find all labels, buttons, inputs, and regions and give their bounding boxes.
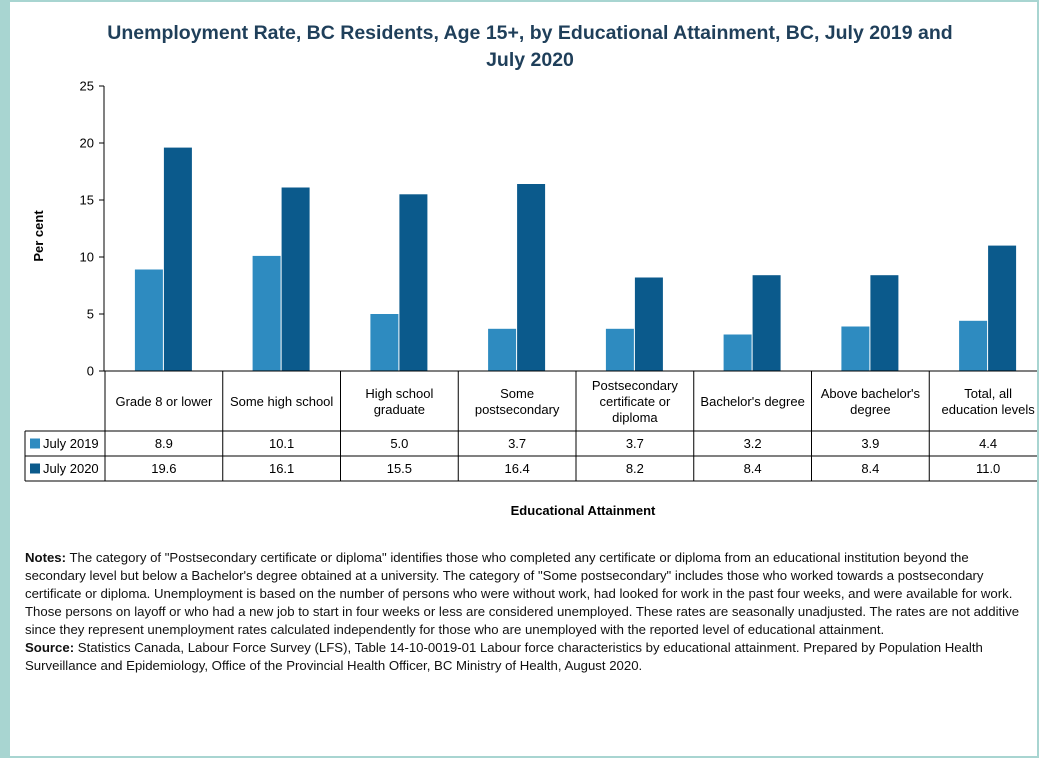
category-label: Some postsecondary [475, 386, 560, 417]
data-label: 4.4 [979, 436, 997, 451]
category-label: High school graduate [365, 386, 433, 417]
data-label: 16.1 [269, 461, 294, 476]
category-label: Grade 8 or lower [115, 394, 212, 409]
notes-paragraph: Notes: The category of "Postsecondary ce… [25, 549, 1025, 639]
source-paragraph: Source: Statistics Canada, Labour Force … [25, 639, 1025, 675]
y-tick-label: 0 [87, 364, 94, 379]
legend-swatch-2020 [30, 463, 40, 474]
data-label: 5.0 [390, 436, 408, 451]
bar-2020 [870, 275, 899, 371]
legend-label: July 2020 [43, 461, 99, 476]
data-label: 10.1 [269, 436, 294, 451]
y-tick-label: 10 [80, 250, 94, 265]
y-axis-title: Per cent [31, 210, 46, 262]
legend-swatch-2019 [30, 438, 40, 449]
category-label: Some high school [230, 394, 333, 409]
category-label: Total, all education levels [942, 386, 1036, 417]
category-label: Bachelor's degree [700, 394, 804, 409]
y-tick-label: 25 [80, 79, 94, 94]
data-label: 19.6 [151, 461, 176, 476]
data-label: 3.7 [626, 436, 644, 451]
bar-2020 [163, 147, 192, 371]
bar-2019 [723, 334, 752, 371]
bar-2020 [517, 184, 546, 371]
data-label: 8.4 [861, 461, 879, 476]
bar-2019 [134, 269, 163, 371]
bar-2020 [988, 245, 1017, 371]
bar-2019 [959, 320, 988, 371]
notes-text: The category of "Postsecondary certifica… [25, 550, 1020, 637]
bar-2019 [488, 328, 517, 371]
category-label: Postsecondary certificate or diploma [592, 378, 678, 425]
data-label: 8.2 [626, 461, 644, 476]
notes-label: Notes: [25, 550, 67, 565]
y-tick-label: 5 [87, 307, 94, 322]
y-tick-label: 15 [80, 193, 94, 208]
data-label: 11.0 [976, 461, 1000, 476]
data-label: 16.4 [504, 461, 529, 476]
chart-title: Unemployment Rate, BC Residents, Age 15+… [107, 22, 953, 71]
x-axis-title: Educational Attainment [511, 503, 656, 518]
bar-2020 [634, 277, 663, 371]
y-tick-label: 20 [80, 136, 94, 151]
data-label: 3.9 [861, 436, 879, 451]
source-label: Source: [25, 640, 75, 655]
bar-2019 [370, 314, 399, 371]
category-label: Above bachelor's degree [821, 386, 921, 417]
data-label: 3.7 [508, 436, 526, 451]
bar-2019 [252, 255, 281, 371]
data-label: 8.9 [155, 436, 173, 451]
legend-label: July 2019 [43, 436, 99, 451]
notes-block: Notes: The category of "Postsecondary ce… [25, 549, 1025, 675]
bar-2019 [605, 328, 634, 371]
bar-2020 [399, 194, 428, 371]
bar-2020 [281, 187, 310, 371]
data-label: 8.4 [744, 461, 762, 476]
bar-2020 [752, 275, 781, 371]
bar-2019 [841, 326, 870, 371]
data-label: 3.2 [744, 436, 762, 451]
source-text: Statistics Canada, Labour Force Survey (… [25, 640, 983, 673]
data-label: 15.5 [387, 461, 412, 476]
